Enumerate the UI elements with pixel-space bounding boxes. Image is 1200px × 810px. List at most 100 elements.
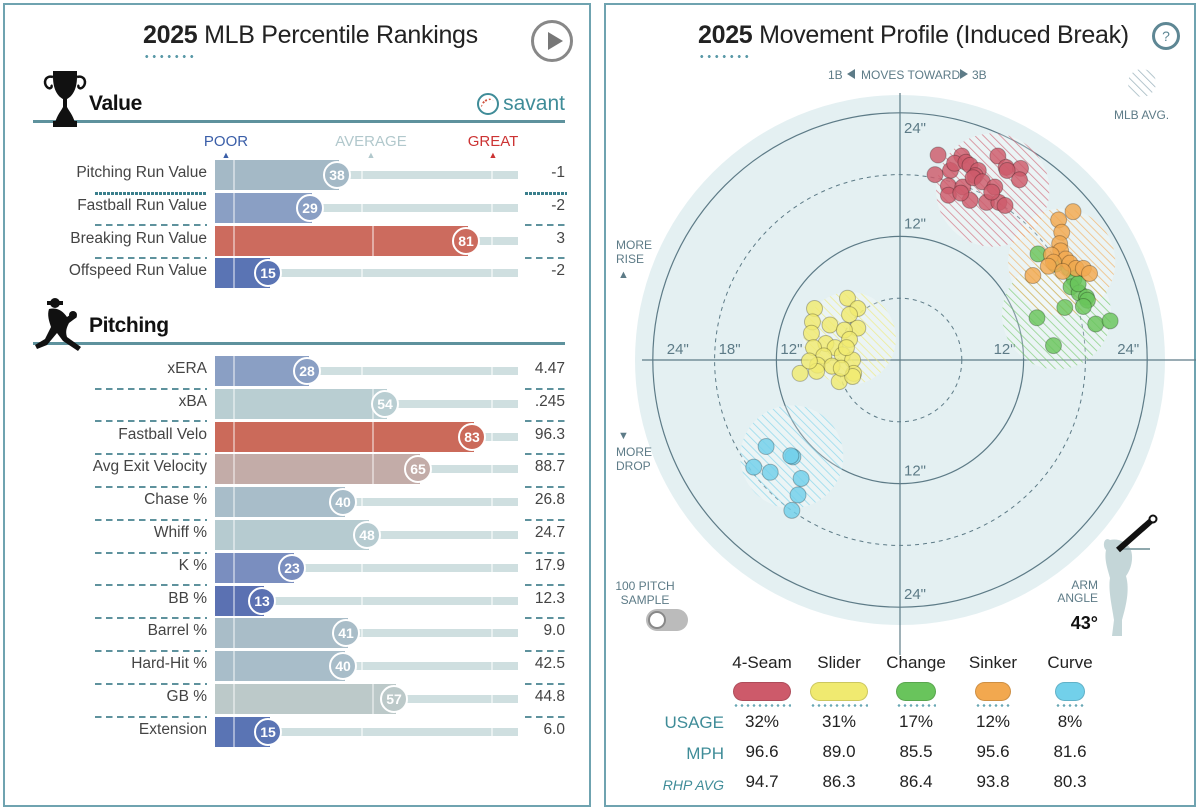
ring-label: 12" xyxy=(904,215,926,232)
pitch-column[interactable]: Sinker 12% 95.6 93.8 xyxy=(943,653,1043,797)
usage-dots xyxy=(896,704,936,707)
poor-tick xyxy=(233,716,235,747)
pitch-point-sinker xyxy=(1064,203,1082,221)
stat-value: 17.9 xyxy=(534,556,565,574)
movement-profile-panel: 2025 Movement Profile (Induced Break) ? … xyxy=(604,3,1196,807)
poor-tick xyxy=(233,520,235,550)
help-button[interactable]: ? xyxy=(1152,22,1180,50)
triangle-up-icon: ▲ xyxy=(221,150,231,160)
ring-label: 24" xyxy=(904,586,926,603)
savant-text: savant xyxy=(503,92,565,115)
title-underline-dots xyxy=(143,55,195,58)
pitch-column[interactable]: Slider 31% 89.0 86.3 xyxy=(789,653,889,797)
percentile-circle: 48 xyxy=(353,521,381,549)
pitch-rhp-avg: 86.3 xyxy=(822,772,856,791)
stat-label: K % xyxy=(178,556,207,574)
poor-tick xyxy=(233,225,235,256)
poor-tick xyxy=(233,192,235,223)
percentile-row[interactable]: Extension 15 6.0 xyxy=(5,716,593,749)
percentile-bar xyxy=(215,487,345,518)
percentile-row[interactable]: Chase % 40 26.8 xyxy=(5,486,593,519)
percentile-row[interactable]: Fastball Velo 83 96.3 xyxy=(5,421,593,454)
play-button[interactable] xyxy=(531,20,573,62)
movement-title: 2025 Movement Profile (Induced Break) xyxy=(698,21,1129,50)
pitch-color-swatch xyxy=(733,682,791,701)
section-header-value: Value savant xyxy=(33,71,565,127)
percentile-row[interactable]: Barrel % 41 9.0 xyxy=(5,617,593,650)
stat-label: Whiff % xyxy=(153,524,207,541)
pitch-point-curve xyxy=(757,438,775,456)
moves-toward-label: MOVES TOWARD xyxy=(861,68,960,82)
row-separator xyxy=(525,584,567,587)
poor-tick xyxy=(233,356,235,386)
trophy-icon xyxy=(43,71,87,127)
pitch-point-4-seam xyxy=(983,183,1001,201)
percentile-row[interactable]: Offspeed Run Value 15 -2 xyxy=(5,257,593,290)
percentile-row[interactable]: Pitching Run Value 38 -1 xyxy=(5,159,593,192)
pitch-point-change xyxy=(1074,297,1092,315)
title-text: MLB Percentile Rankings xyxy=(197,21,478,49)
percentile-circle: 29 xyxy=(296,193,324,222)
savant-logo[interactable]: savant xyxy=(477,92,565,116)
pitch-mph: 89.0 xyxy=(822,742,856,761)
percentile-row[interactable]: Whiff % 48 24.7 xyxy=(5,519,593,552)
percentile-row[interactable]: K % 23 17.9 xyxy=(5,552,593,585)
row-separator xyxy=(95,191,207,195)
more-drop-label: ▼ MORE DROP xyxy=(616,429,652,473)
pitch-sample-label: 100 PITCH SAMPLE xyxy=(614,579,676,607)
pitch-point-curve xyxy=(789,486,807,504)
stat-label: GB % xyxy=(166,688,207,705)
poor-tick xyxy=(233,585,235,616)
row-separator xyxy=(95,518,207,521)
mlb-avg-legend-label: MLB AVG. xyxy=(1114,108,1169,122)
more-drop-line1: MORE xyxy=(616,445,652,459)
stat-label: Barrel % xyxy=(147,622,207,640)
stat-value: 88.7 xyxy=(534,458,565,476)
row-separator xyxy=(95,617,207,620)
stat-label: Offspeed Run Value xyxy=(68,262,207,280)
pitch-point-curve xyxy=(792,469,810,487)
percentile-row[interactable]: Hard-Hit % 40 42.5 xyxy=(5,650,593,683)
percentile-row[interactable]: xBA 54 .245 xyxy=(5,388,593,421)
pitch-point-change xyxy=(1028,309,1046,327)
percentile-row[interactable]: BB % 13 12.3 xyxy=(5,585,593,618)
poor-tick xyxy=(233,388,235,419)
percentile-bar xyxy=(215,520,369,550)
ring-label: 24" xyxy=(904,120,926,137)
poor-tick xyxy=(233,421,235,452)
pitch-sample-toggle[interactable] xyxy=(646,609,688,631)
arm-angle-line1: ARM xyxy=(1071,578,1098,592)
stat-label: Pitching Run Value xyxy=(76,164,207,181)
pitch-point-slider xyxy=(838,289,856,307)
pitch-name: Curve xyxy=(1047,653,1093,672)
percentile-row[interactable]: GB % 57 44.8 xyxy=(5,683,593,716)
percentile-bar xyxy=(215,684,396,714)
percentile-track xyxy=(215,269,518,278)
percentile-circle: 38 xyxy=(323,161,351,189)
row-separator xyxy=(525,551,567,554)
percentile-row[interactable]: Breaking Run Value 81 3 xyxy=(5,225,593,258)
stat-label: Avg Exit Velocity xyxy=(92,458,207,476)
pitch-name: Change xyxy=(886,653,946,672)
title-text: Movement Profile (Induced Break) xyxy=(752,21,1129,49)
pitch-point-change xyxy=(1087,315,1105,333)
scale-poor: POOR ▲ xyxy=(186,133,266,160)
ring-label: 24" xyxy=(1117,341,1139,358)
percentile-circle: 40 xyxy=(329,488,357,517)
pitch-usage: 8% xyxy=(1057,712,1083,731)
pitch-column[interactable]: Curve 8% 81.6 80.3 xyxy=(1020,653,1120,797)
section-header-pitching: Pitching xyxy=(33,298,565,351)
percentile-row[interactable]: Fastball Run Value 29 -2 xyxy=(5,192,593,225)
stat-label: Hard-Hit % xyxy=(131,655,207,673)
pitch-column[interactable]: 4-Seam 32% 96.6 94.7 xyxy=(712,653,812,797)
percentile-row[interactable]: Avg Exit Velocity 65 88.7 xyxy=(5,453,593,486)
stat-label: Chase % xyxy=(144,491,207,509)
stat-value: 3 xyxy=(556,229,565,247)
poor-tick xyxy=(233,618,235,649)
percentile-row[interactable]: xERA 28 4.47 xyxy=(5,355,593,388)
pitch-point-slider xyxy=(802,324,820,342)
pitch-column[interactable]: Change 17% 85.5 86.4 xyxy=(866,653,966,797)
stat-value: 4.47 xyxy=(534,360,565,377)
stat-value: -1 xyxy=(551,164,565,181)
pitch-point-curve xyxy=(782,447,800,465)
